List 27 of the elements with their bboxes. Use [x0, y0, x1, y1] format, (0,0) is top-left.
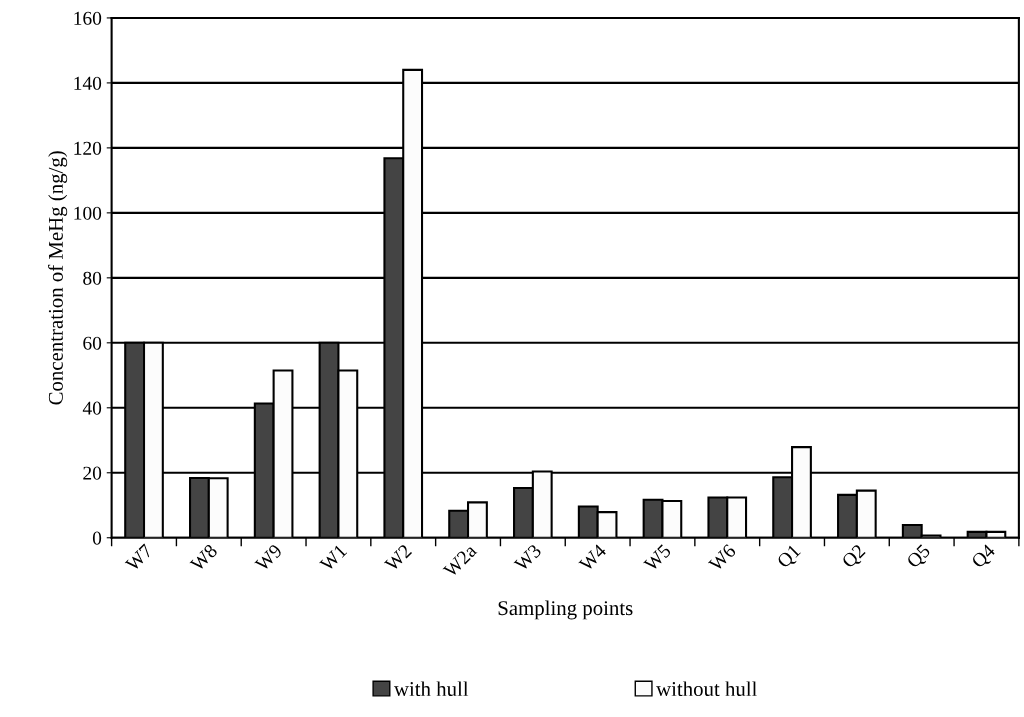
x-tick-label: Q1 — [776, 543, 804, 571]
y-tick-label: 40 — [82, 401, 102, 415]
y-tick-label: 160 — [74, 11, 102, 25]
x-tick-label: W1 — [319, 543, 348, 573]
y-tick-label: 120 — [74, 141, 102, 155]
y-tick-label: 20 — [83, 466, 102, 480]
legend-label: without hull — [656, 681, 757, 697]
x-tick-label: W8 — [189, 543, 219, 573]
x-axis-title: Sampling points — [498, 600, 633, 620]
y-axis-title: Concentration of MeHg (ng/g) — [48, 151, 68, 405]
x-tick-label: Q4 — [970, 543, 999, 571]
y-tick-label: 80 — [83, 271, 102, 285]
x-tick-label: W9 — [254, 543, 283, 573]
y-tick-label: 100 — [74, 206, 102, 220]
x-tick-label: W3 — [513, 543, 543, 573]
x-tick-label: W2a — [442, 543, 478, 579]
x-tick-label: Q5 — [905, 543, 933, 571]
x-tick-label: Q2 — [841, 543, 868, 571]
y-tick-label: 0 — [92, 531, 102, 545]
y-tick-label: 60 — [83, 336, 102, 350]
x-tick-label: W6 — [707, 543, 737, 573]
x-tick-label: W7 — [124, 543, 154, 573]
legend-label: with hull — [393, 681, 469, 697]
x-tick-label: W4 — [578, 543, 608, 573]
x-tick-label: W2 — [383, 543, 413, 573]
y-tick-label: 140 — [74, 76, 102, 90]
x-tick-label: W5 — [643, 543, 672, 573]
